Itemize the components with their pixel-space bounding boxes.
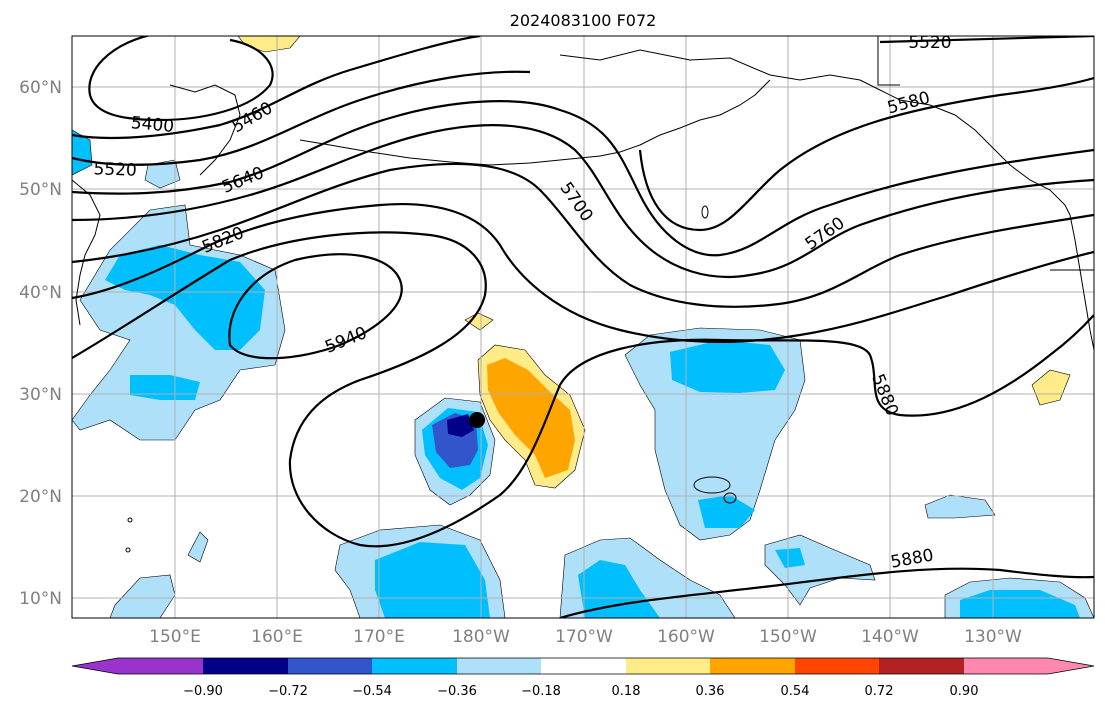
hawaii: [693, 476, 731, 494]
negative-anomaly-small-sw: [187, 531, 209, 563]
contour-5640: [72, 100, 1094, 257]
latitude-labels: 60°N 50°N 40°N 30°N 20°N 10°N: [19, 78, 62, 609]
longitude-labels: 150°E 160°E 170°E 180°W 170°W 160°W 150°…: [149, 627, 1022, 647]
negative-anomaly-central-core2: [698, 495, 755, 528]
lon-label: 180°W: [452, 627, 510, 647]
contour-5940-loop: [228, 253, 403, 360]
colorbar-outline: [71, 657, 1095, 675]
positive-anomaly-small: [464, 312, 494, 331]
negative-anomaly-storm-core3: [447, 414, 474, 437]
colorbar-segment: [457, 658, 541, 674]
positive-anomaly-east: [1031, 369, 1071, 406]
asia-coast: [72, 179, 101, 326]
alaska-coast: [559, 49, 1071, 216]
lon-label: 130°W: [964, 627, 1022, 647]
hawaii-big-island: [723, 492, 737, 504]
colorbar-tick-label: −0.36: [437, 684, 477, 699]
map-frame: [71, 35, 1095, 619]
lon-label: 170°E: [353, 627, 405, 647]
colorbar-segment: [626, 658, 710, 674]
island-small: [701, 205, 709, 219]
colorbar-max-extend: [1048, 658, 1094, 674]
contour-5700: [72, 124, 1094, 279]
colorbar-tick-label: 0.90: [950, 684, 979, 699]
alaska-peninsula: [599, 79, 771, 157]
colorbar-segment: [879, 658, 964, 674]
negative-anomaly-nw-2: [144, 159, 181, 189]
lon-label: 150°W: [759, 627, 817, 647]
lon-label: 170°W: [555, 627, 613, 647]
contour-5580: [638, 76, 1094, 232]
negative-anomaly-west-core: [105, 245, 265, 350]
colorbar-tick-label: 0.54: [781, 684, 810, 699]
lat-label: 60°N: [19, 78, 62, 98]
contour-label: 5520: [908, 33, 951, 53]
figure-title: 2024083100 F072: [510, 11, 657, 30]
contour-5880-south: [559, 567, 1094, 618]
lat-label: 40°N: [19, 283, 62, 303]
lon-label: 160°W: [657, 627, 715, 647]
negative-anomaly-south2-core: [578, 560, 660, 618]
negative-anomaly-south-core: [375, 542, 490, 618]
contour-label: 5400: [130, 113, 175, 137]
colorbar-segment: [710, 658, 795, 674]
contour-5820: [72, 203, 1094, 344]
positive-anomaly-storm-core: [487, 358, 575, 478]
contour-5760: [72, 162, 1094, 308]
contour-5520-east: [879, 36, 1094, 44]
colorbar-segment: [541, 658, 626, 674]
map-panel: 5400 5460 5520 5640 5820 5940 5700 5520 …: [72, 33, 1094, 618]
lat-label: 20°N: [19, 487, 62, 507]
colorbar-segment: [964, 658, 1048, 674]
lon-label: 150°E: [149, 627, 201, 647]
colorbar-segment: [795, 658, 879, 674]
contour-5400-loop: [88, 36, 274, 122]
anomaly-shading: [72, 36, 1094, 618]
island-dot-2: [125, 547, 131, 553]
lat-label: 30°N: [19, 385, 62, 405]
colorbar-segment: [203, 658, 288, 674]
lon-label: 160°E: [251, 627, 303, 647]
contour-5880: [72, 231, 1094, 548]
colorbar-tick-label: −0.72: [268, 684, 308, 699]
lat-label: 50°N: [19, 180, 62, 200]
negative-anomaly-south3-core: [775, 548, 805, 568]
colorbar-segment: [288, 658, 372, 674]
negative-anomaly-southeast-core: [960, 590, 1080, 618]
storm-center-marker: [469, 412, 485, 428]
island-dot: [127, 517, 133, 523]
colorbar-tick-label: 0.18: [612, 684, 641, 699]
negative-anomaly-central-core: [670, 340, 785, 393]
lon-label: 140°W: [861, 627, 919, 647]
negative-anomaly-east: [924, 494, 996, 519]
colorbar-tick-label: −0.90: [183, 684, 223, 699]
colorbar-tick-label: 0.36: [696, 684, 725, 699]
west-coast-na: [1069, 214, 1094, 351]
canada-border: [877, 36, 900, 86]
contour-label: 5520: [93, 159, 137, 180]
lat-label: 10°N: [19, 589, 62, 609]
height-contours: [72, 36, 1094, 618]
colorbar-tick-label: 0.72: [865, 684, 894, 699]
contour-5520: [72, 70, 531, 166]
colorbar-tick-label: −0.18: [521, 684, 561, 699]
colorbar: −0.90 −0.72 −0.54 −0.36 −0.18 0.18 0.36 …: [71, 657, 1095, 699]
gridlines: [72, 36, 1094, 618]
colorbar-min-extend: [72, 658, 118, 674]
contour-5460: [72, 36, 481, 140]
aleutians: [299, 139, 601, 166]
colorbar-segment: [372, 658, 457, 674]
colorbar-tick-label: −0.54: [352, 684, 392, 699]
colorbar-segment: [118, 658, 203, 674]
